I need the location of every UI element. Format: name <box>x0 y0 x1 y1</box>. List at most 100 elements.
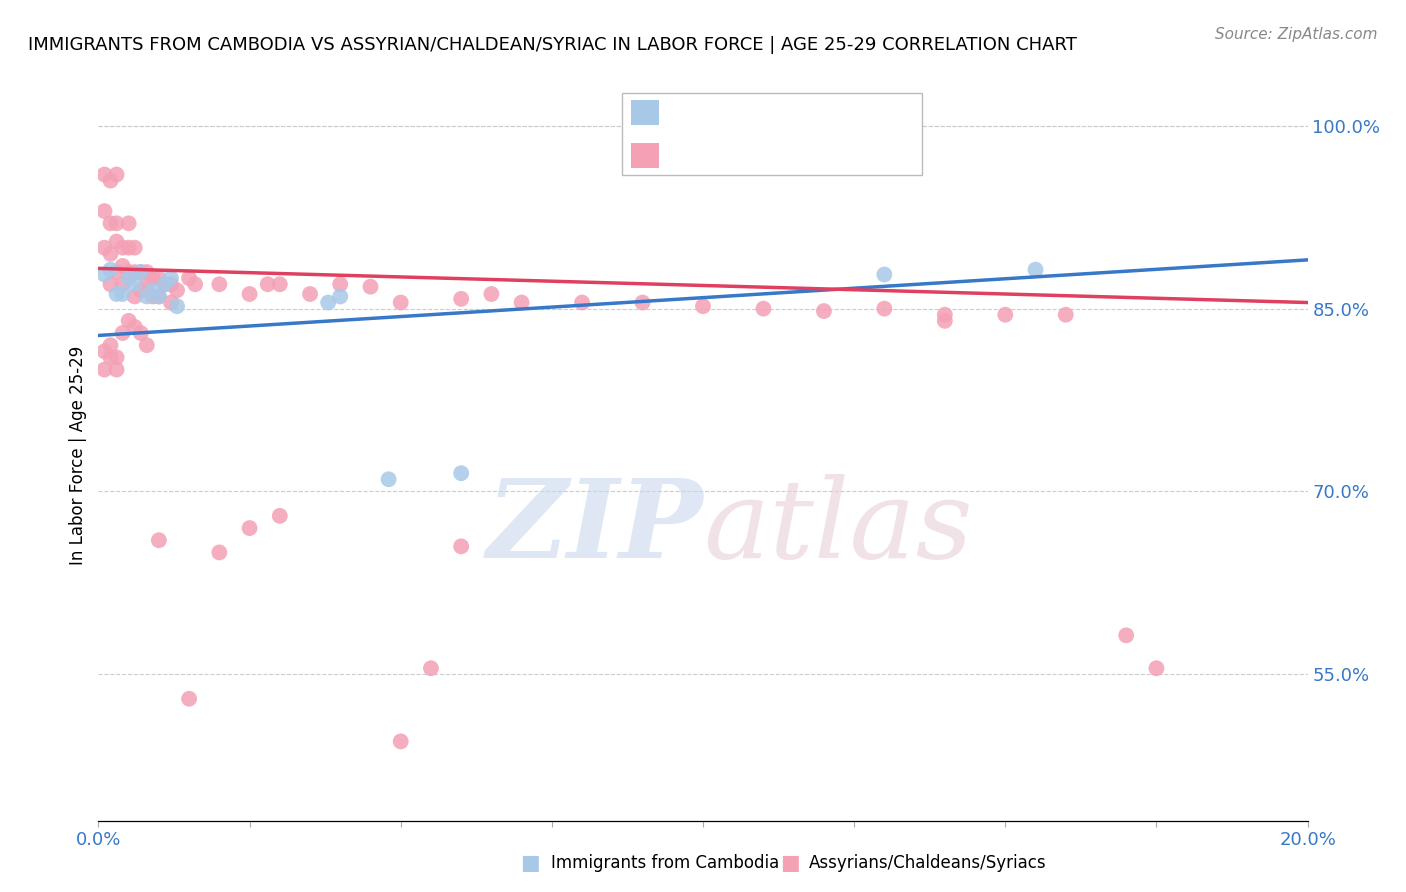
Point <box>100 338 122 352</box>
Text: Immigrants from Cambodia: Immigrants from Cambodia <box>551 854 779 871</box>
Point <box>135 338 157 352</box>
Text: ■: ■ <box>520 853 540 872</box>
Point <box>111 326 134 340</box>
Point <box>105 351 128 365</box>
Text: N =: N = <box>799 103 830 121</box>
Point <box>316 295 339 310</box>
Point <box>100 262 122 277</box>
FancyBboxPatch shape <box>631 100 659 125</box>
Point <box>142 289 165 303</box>
FancyBboxPatch shape <box>631 143 659 168</box>
Point <box>299 287 322 301</box>
Point <box>269 277 291 292</box>
Point <box>105 216 128 230</box>
Point <box>100 351 122 365</box>
Y-axis label: In Labor Force | Age 25-29: In Labor Force | Age 25-29 <box>69 345 87 565</box>
Text: Source: ZipAtlas.com: Source: ZipAtlas.com <box>1215 27 1378 42</box>
Point <box>571 295 593 310</box>
Point <box>124 289 146 303</box>
Text: 22: 22 <box>851 103 872 121</box>
Point <box>420 661 443 675</box>
Point <box>124 265 146 279</box>
Point <box>450 292 472 306</box>
Point <box>160 277 183 292</box>
Point <box>360 279 382 293</box>
Point <box>124 320 146 334</box>
Point <box>118 314 141 328</box>
Text: 79: 79 <box>851 146 872 164</box>
Point <box>166 299 188 313</box>
Point <box>93 344 115 359</box>
Point <box>873 268 896 282</box>
Point <box>142 284 165 298</box>
FancyBboxPatch shape <box>621 93 922 175</box>
Point <box>118 265 141 279</box>
Point <box>105 168 128 182</box>
Point <box>256 277 278 292</box>
Text: R =: R = <box>668 103 699 121</box>
Text: atlas: atlas <box>703 475 973 582</box>
Point <box>129 265 152 279</box>
Point <box>481 287 503 301</box>
Text: 0.178: 0.178 <box>727 103 775 121</box>
Point <box>184 277 207 292</box>
Point <box>93 362 115 376</box>
Point <box>124 277 146 292</box>
Text: ■: ■ <box>780 853 800 872</box>
Point <box>510 295 533 310</box>
Point <box>148 533 170 548</box>
Point <box>153 277 176 292</box>
Point <box>105 265 128 279</box>
Point <box>111 287 134 301</box>
Point <box>142 271 165 285</box>
Point <box>329 277 352 292</box>
Point <box>166 284 188 298</box>
Point <box>153 277 176 292</box>
Text: N =: N = <box>799 146 830 164</box>
Point <box>93 241 115 255</box>
Point <box>1054 308 1077 322</box>
Point <box>100 216 122 230</box>
Point <box>118 241 141 255</box>
Point <box>135 265 157 279</box>
Point <box>329 289 352 303</box>
Point <box>179 271 201 285</box>
Point <box>179 691 201 706</box>
Point <box>1024 262 1046 277</box>
Point <box>377 472 399 486</box>
Point <box>105 235 128 249</box>
Point <box>1144 661 1167 675</box>
Point <box>100 247 122 261</box>
Text: ZIP: ZIP <box>486 475 703 582</box>
Point <box>118 271 141 285</box>
Point <box>129 284 152 298</box>
Point <box>105 287 128 301</box>
Point <box>239 521 262 535</box>
Point <box>93 168 115 182</box>
Point <box>148 289 170 303</box>
Point <box>160 295 183 310</box>
Point <box>934 308 956 322</box>
Point <box>100 174 122 188</box>
Point <box>111 259 134 273</box>
Point <box>129 326 152 340</box>
Point <box>135 289 157 303</box>
Point <box>389 734 412 748</box>
Point <box>129 265 152 279</box>
Point <box>148 271 170 285</box>
Point <box>124 241 146 255</box>
Point <box>148 289 170 303</box>
Point <box>873 301 896 316</box>
Point <box>752 301 775 316</box>
Text: R =: R = <box>668 146 699 164</box>
Point <box>934 314 956 328</box>
Point <box>105 362 128 376</box>
Point <box>111 241 134 255</box>
Point <box>160 271 183 285</box>
Point <box>813 304 835 318</box>
Text: Assyrians/Chaldeans/Syriacs: Assyrians/Chaldeans/Syriacs <box>808 854 1046 871</box>
Point <box>450 467 472 481</box>
Point <box>100 277 122 292</box>
Point <box>994 308 1017 322</box>
Point <box>239 287 262 301</box>
